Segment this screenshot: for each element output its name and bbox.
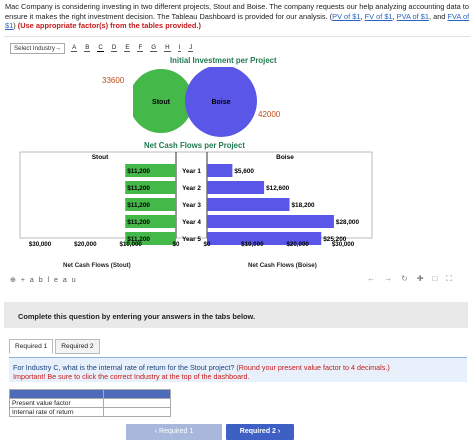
tab-required-1[interactable]: Required 1 (9, 339, 54, 354)
boise-tick-label: $30,000 (332, 241, 355, 248)
fullscreen-icon[interactable]: ⛶ (446, 274, 452, 283)
tab-required-2[interactable]: Required 2 (55, 339, 100, 354)
industry-option-g[interactable]: G (150, 44, 158, 52)
stout-bubble-label: Stout (152, 99, 171, 106)
requirement-tabs: Required 1 Required 2 (9, 339, 102, 354)
industry-option-j[interactable]: J (188, 44, 194, 52)
boise-bar (207, 232, 322, 245)
pva-table-link[interactable]: PVA of $1 (396, 11, 429, 21)
industry-option-f[interactable]: F (137, 44, 144, 52)
instruction-banner: Complete this question by entering your … (4, 302, 468, 328)
stout-axis-title: Net Cash Flows (Stout) (63, 262, 131, 269)
boise-bubble[interactable] (185, 67, 257, 137)
industry-option-d[interactable]: D (110, 44, 118, 52)
comment-icon[interactable]: □ (432, 274, 438, 283)
industry-option-i[interactable]: I (177, 44, 182, 52)
cash-flows-title: Net Cash Flows per Project (144, 141, 245, 150)
stout-bar (125, 232, 176, 245)
industry-option-a[interactable]: A (71, 44, 78, 52)
answer-table-header (9, 389, 171, 399)
industry-label: Select Industry→ (10, 42, 66, 54)
chart-frame (19, 151, 373, 239)
tableau-toolbar: ← → ↻ ✚ □ ⛶ (367, 274, 452, 284)
question-intro: Mac Company is considering investing in … (5, 2, 470, 31)
tableau-grid-icon: ⊕ (10, 277, 18, 284)
stout-bar-label: $11,200 (127, 202, 150, 209)
revert-icon[interactable]: ↻ (401, 274, 408, 283)
stout-investment-value: 33600 (102, 76, 125, 85)
fv-table-link[interactable]: FV of $1 (364, 11, 393, 21)
boise-bar (207, 198, 290, 211)
table-row: Present value factor (9, 398, 171, 408)
boise-bar (207, 215, 334, 228)
pv-factor-label: Present value factor (9, 398, 104, 408)
irr-label: Internal rate of return (9, 407, 104, 417)
pv-table-link[interactable]: PV of $1 (332, 11, 361, 21)
answer-table: Present value factor Internal rate of re… (9, 389, 171, 417)
industry-option-h[interactable]: H (164, 44, 171, 52)
tableau-logo: ⊕ + a b l e a u (10, 277, 78, 284)
boise-tick-label: $20,000 (286, 241, 309, 248)
prev-button[interactable]: ‹ Required 1 (126, 424, 222, 440)
stout-tick-label: $0 (173, 241, 180, 248)
question-important: Important! Be sure to click the correct … (13, 372, 250, 381)
industry-option-c[interactable]: C (97, 44, 104, 52)
stout-bar-label: $11,200 (127, 168, 150, 175)
question-box: For Industry C, what is the internal rat… (9, 357, 467, 382)
stout-bubble[interactable] (133, 69, 193, 133)
year-label: Year 4 (182, 219, 201, 226)
question-hint: (Round your present value factor to 4 de… (236, 363, 390, 372)
stout-tick-label: $10,000 (119, 241, 142, 248)
undo-icon[interactable]: ← (367, 274, 376, 283)
stout-header: Stout (92, 154, 109, 161)
boise-bar (207, 181, 265, 194)
stout-bar (125, 198, 176, 211)
complete-text: Complete this question by entering your … (18, 312, 256, 321)
instruction-text: (Use appropriate factor(s) from the tabl… (17, 21, 201, 31)
boise-bar-label: $12,600 (266, 185, 290, 192)
boise-investment-value: 42000 (258, 110, 281, 119)
stout-bar-label: $11,200 (127, 185, 150, 192)
industry-option-b[interactable]: B (84, 44, 91, 52)
stout-bar (125, 164, 176, 177)
intro-text: Mac Company is considering investing in … (5, 2, 469, 21)
question-text: For Industry C, what is the internal rat… (13, 363, 235, 372)
share-icon[interactable]: ✚ (416, 274, 424, 283)
boise-bar-label: $25,200 (323, 236, 347, 243)
boise-bubble-label: Boise (211, 99, 230, 106)
boise-bar-label: $28,000 (336, 219, 360, 226)
industry-option-e[interactable]: E (124, 44, 131, 52)
year-label: Year 3 (182, 202, 201, 209)
stout-bar-label: $11,200 (127, 219, 150, 226)
cash-flows-chart: Stout Boise $11,200 $5,600 Year 1 $11,200 $12,… (19, 151, 373, 248)
pv-factor-input[interactable] (103, 398, 171, 408)
year-label: Year 5 (182, 236, 201, 243)
stout-tick-label: $20,000 (74, 241, 97, 248)
year-label: Year 2 (182, 185, 201, 192)
table-row: Internal rate of return (9, 407, 171, 417)
redo-icon[interactable]: → (384, 274, 393, 283)
boise-header: Boise (276, 154, 294, 161)
next-button[interactable]: Required 2 › (226, 424, 294, 440)
fva-table-link[interactable]: FVA of $1 (5, 11, 470, 31)
stout-tick-label: $30,000 (29, 241, 52, 248)
stout-bar (125, 181, 176, 194)
initial-investment-chart: Stout Boise (133, 67, 257, 137)
stout-bar-label: $11,200 (127, 236, 150, 243)
boise-bar (207, 164, 233, 177)
initial-investment-title: Initial Investment per Project (170, 56, 277, 65)
boise-bar-label: $5,600 (234, 168, 254, 175)
stout-bar (125, 215, 176, 228)
boise-bar-label: $18,200 (292, 202, 316, 209)
boise-tick-label: $10,000 (241, 241, 264, 248)
irr-input[interactable] (103, 407, 171, 417)
boise-axis-title: Net Cash Flows (Boise) (248, 262, 317, 269)
year-label: Year 1 (182, 168, 201, 175)
boise-tick-label: $0 (204, 241, 211, 248)
